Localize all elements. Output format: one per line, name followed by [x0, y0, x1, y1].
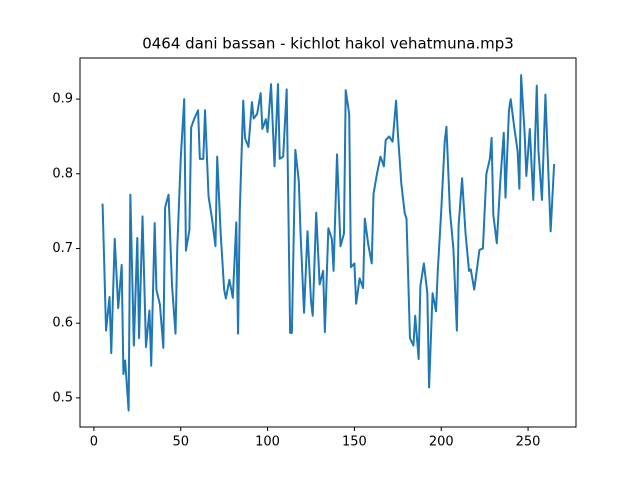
- x-tick-label: 150: [342, 435, 367, 450]
- chart-title: 0464 dani bassan - kichlot hakol vehatmu…: [142, 35, 514, 53]
- x-tick-label: 250: [516, 435, 541, 450]
- x-tick-label: 100: [255, 435, 280, 450]
- y-tick-label: 0.7: [52, 241, 73, 256]
- y-tick-label: 0.9: [52, 92, 73, 107]
- data-line: [101, 74, 556, 412]
- x-tick-label: 50: [172, 435, 189, 450]
- y-tick-label: 0.5: [52, 390, 73, 405]
- y-tick-label: 0.8: [52, 166, 73, 181]
- axes-frame: [79, 57, 577, 428]
- y-tick-label: 0.6: [52, 316, 73, 331]
- x-tick-label: 200: [429, 435, 454, 450]
- x-tick-label: 0: [90, 435, 98, 450]
